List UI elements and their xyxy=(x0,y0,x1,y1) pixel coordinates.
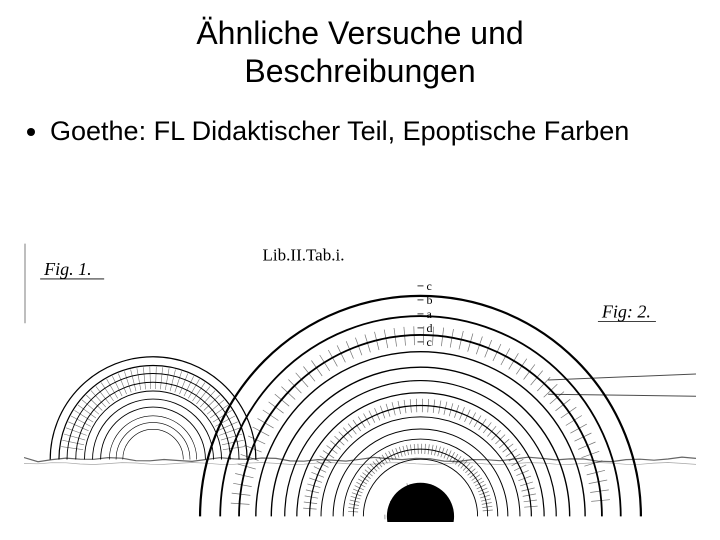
svg-text:a: a xyxy=(426,307,432,321)
svg-text:Fig: 2.: Fig: 2. xyxy=(601,302,651,322)
diagram-svg: Fig. 1.Lib.II.Tab.i.cbadcFig: 2. xyxy=(24,238,696,522)
slide-title: Ähnliche Versuche und Beschreibungen xyxy=(0,0,720,91)
goethe-optics-diagram: Fig. 1.Lib.II.Tab.i.cbadcFig: 2. xyxy=(24,238,696,522)
svg-text:Fig. 1.: Fig. 1. xyxy=(43,259,92,279)
title-line-1: Ähnliche Versuche und xyxy=(196,15,523,51)
bullet-list: Goethe: FL Didaktischer Teil, Epoptische… xyxy=(0,115,720,149)
svg-text:c: c xyxy=(426,335,431,349)
svg-text:c: c xyxy=(426,279,431,293)
svg-text:b: b xyxy=(426,293,432,307)
svg-text:Lib.II.Tab.i.: Lib.II.Tab.i. xyxy=(263,246,345,265)
title-line-2: Beschreibungen xyxy=(244,53,475,89)
svg-text:d: d xyxy=(426,321,432,335)
bullet-item: Goethe: FL Didaktischer Teil, Epoptische… xyxy=(50,115,696,149)
